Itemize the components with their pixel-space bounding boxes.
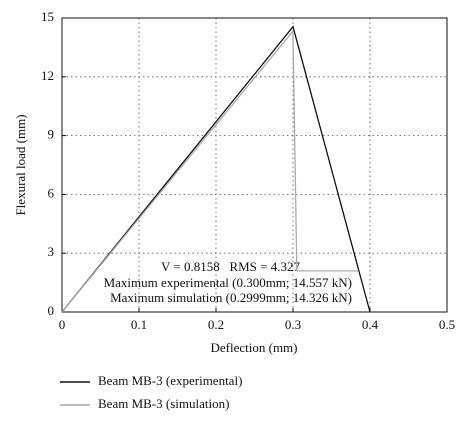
y-tick-label: 12 [41,68,54,83]
y-tick-label: 0 [48,303,55,318]
legend-label: Beam MB-3 (simulation) [98,396,229,411]
line-series [61,25,371,313]
legend-label: Beam MB-3 (experimental) [98,373,242,388]
annotation: V = 0.8158 RMS = 4.327 [161,259,301,274]
line-series [61,29,359,313]
y-tick-label: 15 [41,9,54,24]
x-axis-label: Deflection (mm) [211,340,298,355]
x-tick-label: 0.1 [131,317,147,332]
y-tick-label: 3 [48,244,55,259]
x-tick-label: 0 [59,317,66,332]
y-tick-label: 9 [48,127,55,142]
y-tick-label: 6 [48,185,55,200]
x-tick-label: 0.2 [208,317,224,332]
y-axis-label: Flexural load (mm) [13,114,28,215]
annotation: Maximum simulation (0.2999mm; 14.326 kN) [110,290,352,305]
x-tick-label: 0.3 [285,317,301,332]
x-tick-label: 0.5 [439,317,455,332]
annotation: Maximum experimental (0.300mm; 14.557 kN… [104,275,352,290]
x-tick-label: 0.4 [362,317,379,332]
plot-frame [61,17,448,313]
